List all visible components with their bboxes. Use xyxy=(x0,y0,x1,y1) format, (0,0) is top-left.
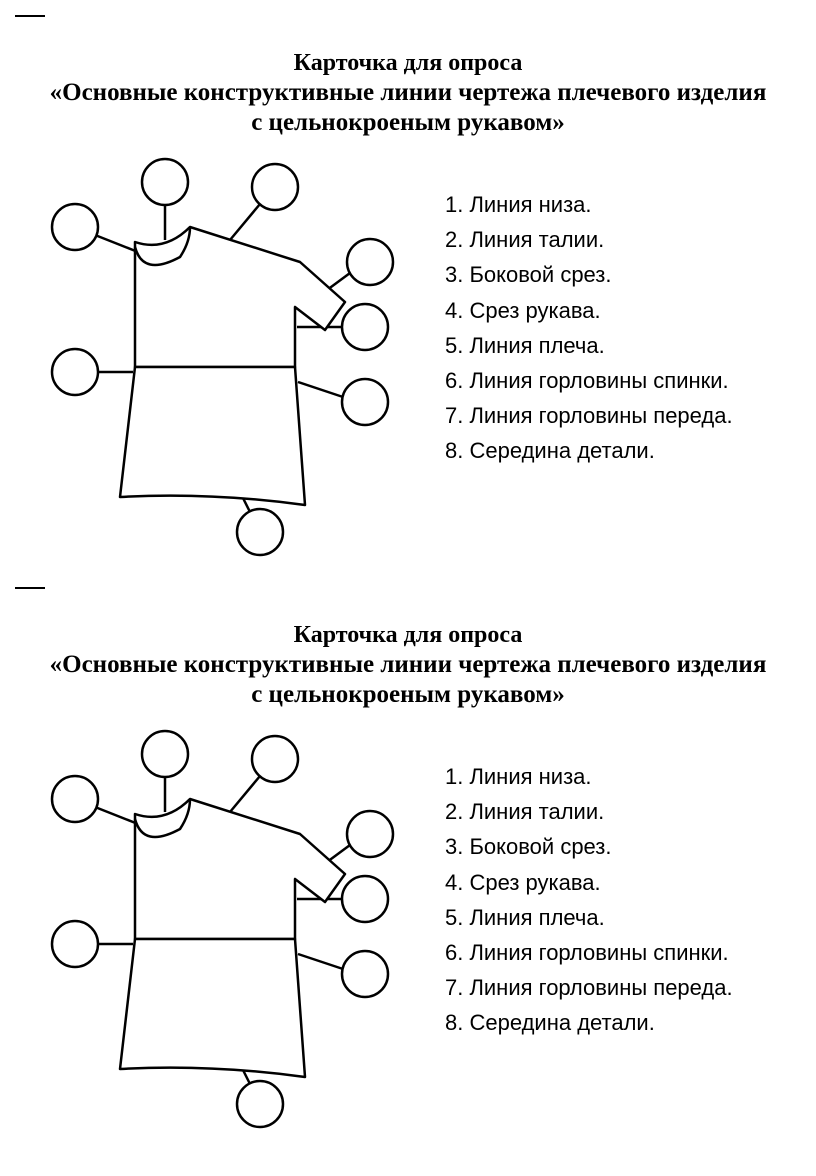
legend-item: 8. Середина детали. xyxy=(445,433,781,468)
legend-item: 7. Линия горловины переда. xyxy=(445,398,781,433)
garment-diagram xyxy=(35,147,435,547)
card-title-3: с цельнокроеным рукавом» xyxy=(35,681,781,709)
legend-item: 5. Линия плеча. xyxy=(445,328,781,363)
margin-tick xyxy=(15,15,45,17)
legend-item: 2. Линия талии. xyxy=(445,222,781,257)
legend-item: 5. Линия плеча. xyxy=(445,900,781,935)
legend-item: 6. Линия горловины спинки. xyxy=(445,935,781,970)
card-title-3: с цельнокроеным рукавом» xyxy=(35,109,781,137)
legend-list: 1. Линия низа.2. Линия талии.3. Боковой … xyxy=(435,719,781,1119)
survey-card: Карточка для опроса «Основные конструкти… xyxy=(35,622,781,1119)
legend-item: 1. Линия низа. xyxy=(445,187,781,222)
survey-card: Карточка для опроса «Основные конструкти… xyxy=(35,50,781,547)
legend-item: 7. Линия горловины переда. xyxy=(445,970,781,1005)
diagram-svg xyxy=(35,719,435,1129)
legend-item: 3. Боковой срез. xyxy=(445,257,781,292)
card-title-1: Карточка для опроса xyxy=(35,622,781,649)
legend-item: 4. Срез рукава. xyxy=(445,293,781,328)
diagram-svg xyxy=(35,147,435,557)
card-content: 1. Линия низа.2. Линия талии.3. Боковой … xyxy=(35,147,781,547)
card-title-1: Карточка для опроса xyxy=(35,50,781,77)
legend-item: 2. Линия талии. xyxy=(445,794,781,829)
legend-item: 6. Линия горловины спинки. xyxy=(445,363,781,398)
card-title-2: «Основные конструктивные линии чертежа п… xyxy=(35,79,781,107)
legend-list: 1. Линия низа.2. Линия талии.3. Боковой … xyxy=(435,147,781,547)
legend-item: 8. Середина детали. xyxy=(445,1005,781,1040)
margin-tick xyxy=(15,587,45,589)
card-title-2: «Основные конструктивные линии чертежа п… xyxy=(35,651,781,679)
legend-item: 3. Боковой срез. xyxy=(445,829,781,864)
garment-diagram xyxy=(35,719,435,1119)
card-content: 1. Линия низа.2. Линия талии.3. Боковой … xyxy=(35,719,781,1119)
legend-item: 4. Срез рукава. xyxy=(445,865,781,900)
legend-item: 1. Линия низа. xyxy=(445,759,781,794)
